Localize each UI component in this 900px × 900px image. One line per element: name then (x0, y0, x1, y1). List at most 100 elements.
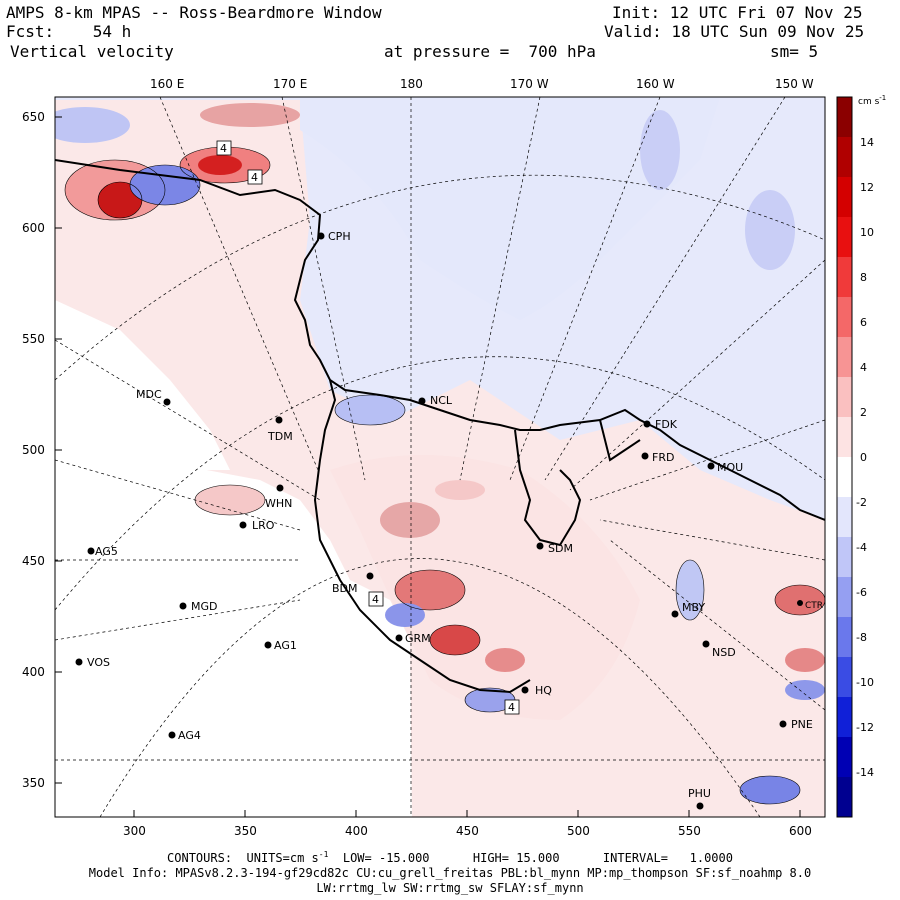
y-tick-label: 500 (22, 443, 45, 457)
stations: CPH NCL MDC TDM WHN LRO AG5 MGD BDM GRM … (75, 230, 823, 810)
colorbar-label: 14 (860, 136, 874, 149)
colorbar-label: 4 (860, 361, 867, 374)
colorbar-units: cm s-1 (858, 94, 886, 107)
station-label: CPH (328, 230, 351, 243)
colorbar-swatch (837, 617, 852, 658)
contour-label-box (216, 140, 232, 156)
colorbar-frame (836, 96, 853, 818)
field-negative-cell (676, 560, 704, 620)
valid-time: Valid: 18 UTC Sun 09 Nov 25 (604, 22, 865, 41)
field-positive-cell (200, 103, 300, 127)
y-tick-label: 550 (22, 332, 45, 346)
x-tick-label: 350 (234, 824, 257, 838)
coastline (55, 159, 825, 694)
colorbar-swatch (837, 137, 852, 178)
field-positive-cell (485, 648, 525, 672)
contour-label: 4 (372, 593, 379, 606)
lon-label: 160 E (150, 77, 185, 91)
field-negative-cell (785, 680, 825, 700)
colorbar-swatch (837, 337, 852, 378)
contour-label: 4 (251, 171, 258, 184)
colorbar-label: 6 (860, 316, 867, 329)
station-marker (163, 398, 171, 406)
lon-label: 150 W (775, 77, 814, 91)
contour-label-boxes: 4 4 4 4 (216, 140, 520, 715)
station-label: CTR (805, 601, 823, 611)
colorbar-swatch (837, 777, 852, 818)
colorbar-label: -10 (856, 676, 874, 689)
lon-label: 170 W (510, 77, 549, 91)
station-marker (395, 634, 403, 642)
station-label: AG4 (178, 729, 201, 742)
station-label: AG5 (95, 545, 118, 558)
colorbar-swatch (837, 497, 852, 538)
graticule (55, 97, 825, 817)
lon-label: 180 (400, 77, 423, 91)
colorbar-label: -12 (856, 721, 874, 734)
lon-label: 170 E (273, 77, 308, 91)
colorbar-swatches (837, 97, 852, 818)
x-tick-label: 500 (567, 824, 590, 838)
map-field: 4 4 4 4 140 W 130 W 120 W 110 W 100 W 90… (55, 97, 825, 817)
pressure-level: at pressure = 700 hPa (384, 42, 596, 61)
colorbar-swatch (837, 737, 852, 778)
station-label: MGD (191, 600, 218, 613)
model-info: Model Info: MPASv8.2.3-194-gf29cd82c CU:… (88, 866, 812, 880)
station-label: FRD (652, 451, 674, 464)
colorbar-swatch (837, 537, 852, 578)
axis-ticks (55, 116, 801, 817)
station-label: MOU (717, 461, 743, 474)
station-label: GRM (405, 632, 431, 645)
station-label: FDK (655, 418, 678, 431)
station-label: NSD (712, 646, 736, 659)
map-title: AMPS 8-km MPAS -- Ross-Beardmore Window (6, 3, 382, 22)
contour-info: CONTOURS: UNITS=cm s-1 LOW= -15.000 HIGH… (167, 850, 733, 865)
colorbar-label: -2 (856, 496, 867, 509)
station-marker (87, 547, 95, 555)
station-marker (536, 542, 544, 550)
forecast-hour: Fcst: 54 h (6, 23, 131, 41)
colorbar-label: 12 (860, 181, 874, 194)
station-label: PNE (791, 718, 813, 731)
x-tick-label: 400 (345, 824, 368, 838)
station-marker (264, 641, 272, 649)
station-marker (418, 397, 426, 405)
field-negative-cell (640, 110, 680, 190)
colorbar-swatch (837, 97, 852, 138)
station-label: MDC (136, 388, 162, 401)
station-marker (521, 686, 529, 694)
station-label: SDM (548, 542, 573, 555)
field-positive-cell (380, 502, 440, 538)
y-tick-label: 400 (22, 665, 45, 679)
masked-region (55, 300, 230, 470)
colorbar-label: -8 (856, 631, 867, 644)
contour-label: 4 (508, 701, 515, 714)
field-negative-cell (55, 107, 130, 143)
station-label: HQ (535, 684, 552, 697)
masked-region (55, 465, 412, 817)
field-negative-region (300, 97, 720, 320)
contour-label-box (504, 699, 520, 715)
y-tick-label: 650 (22, 110, 45, 124)
field-negative-cell (740, 776, 800, 804)
colorbar-label: -6 (856, 586, 867, 599)
colorbar-label: -4 (856, 541, 867, 554)
fcst-label: Fcst: (6, 22, 55, 41)
colorbar-swatch (837, 377, 852, 418)
map-frame (54, 96, 826, 818)
field-positive-cell (198, 155, 242, 175)
colorbar-swatch (837, 177, 852, 218)
station-label: PHU (688, 787, 711, 800)
colorbar-labels: 14 12 10 8 6 4 2 0 -2 -4 -6 -8 -10 -12 -14 (856, 136, 874, 779)
field-name: Vertical velocity (10, 42, 174, 61)
station-label: WHN (265, 497, 292, 510)
model-info-2: LW:rrtmg_lw SW:rrtmg_sw SFLAY:sf_mynn (316, 881, 584, 895)
colorbar-swatch (837, 457, 852, 498)
colorbar-swatch (837, 417, 852, 458)
x-tick-label: 300 (123, 824, 146, 838)
station-marker (317, 232, 325, 240)
colorbar-label: 0 (860, 451, 867, 464)
station-marker (797, 600, 803, 606)
field-negative-cell (745, 190, 795, 270)
station-marker (707, 462, 715, 470)
